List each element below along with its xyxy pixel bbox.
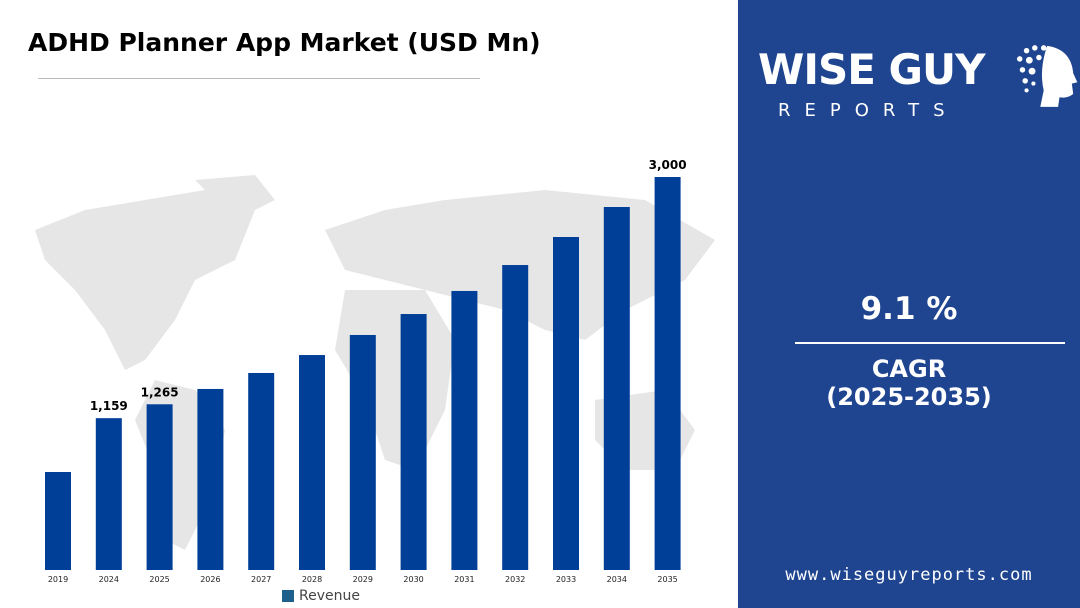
x-tick-label: 2032: [505, 575, 525, 584]
x-tick-label: 2033: [556, 575, 576, 584]
bar-chart: 2019 2024 1,159 2025 1,265 2026 2027 2028 2029 20…: [45, 158, 687, 584]
x-tick-label: 2030: [403, 575, 423, 584]
info-panel: WISE GUY REPORTS 9.1 % CAGR (2025-2035) …: [738, 0, 1080, 608]
cagr-value: 9.1 %: [860, 291, 958, 327]
x-tick-label: 2025: [149, 575, 169, 584]
x-tick-label: 2029: [353, 575, 373, 584]
logo-subtext: REPORTS: [778, 100, 959, 121]
bar-2030: [400, 314, 427, 570]
x-tick-label: 2034: [607, 575, 627, 584]
bar-2019: [45, 472, 71, 570]
legend-swatch: [282, 590, 294, 602]
x-tick-label: 2035: [657, 575, 677, 584]
bar-2025: [146, 404, 173, 570]
x-tick-label: 2028: [302, 575, 322, 584]
data-label: 1,159: [90, 399, 128, 413]
cagr-divider: [795, 342, 1065, 344]
data-label: 1,265: [141, 385, 179, 399]
cagr-period: (2025-2035): [826, 383, 992, 411]
data-label: 3,000: [649, 158, 687, 172]
chart-panel: ADHD Planner App Market (USD Mn) 2019 202…: [28, 28, 715, 604]
x-tick-label: 2026: [200, 575, 220, 584]
logo-head-icon: [1016, 45, 1078, 107]
cagr-label: CAGR: [871, 355, 947, 383]
x-tick-label: 2031: [454, 575, 474, 584]
bar-2027: [248, 372, 275, 570]
bar-2031: [451, 290, 478, 570]
x-tick-label: 2027: [251, 575, 271, 584]
bar-2034: [603, 206, 630, 570]
chart-title: ADHD Planner App Market (USD Mn): [28, 28, 541, 57]
cagr-label-block: CAGR (2025-2035): [738, 355, 1080, 411]
logo-wordmark: WISE GUY: [758, 45, 986, 94]
bar-2035: [654, 177, 681, 570]
bar-2033: [553, 236, 579, 571]
bar-2028: [299, 355, 325, 570]
x-tick-label: 2019: [48, 575, 68, 584]
bar-2032: [502, 265, 529, 570]
website-link[interactable]: www.wiseguyreports.com: [785, 565, 1033, 585]
bar-2024: [95, 418, 122, 570]
legend: Revenue: [282, 588, 360, 604]
x-tick-label: 2024: [99, 575, 119, 584]
title-divider: [38, 78, 480, 79]
bar-2026: [197, 388, 224, 570]
bar-2029: [349, 334, 376, 570]
legend-label: Revenue: [299, 588, 360, 604]
